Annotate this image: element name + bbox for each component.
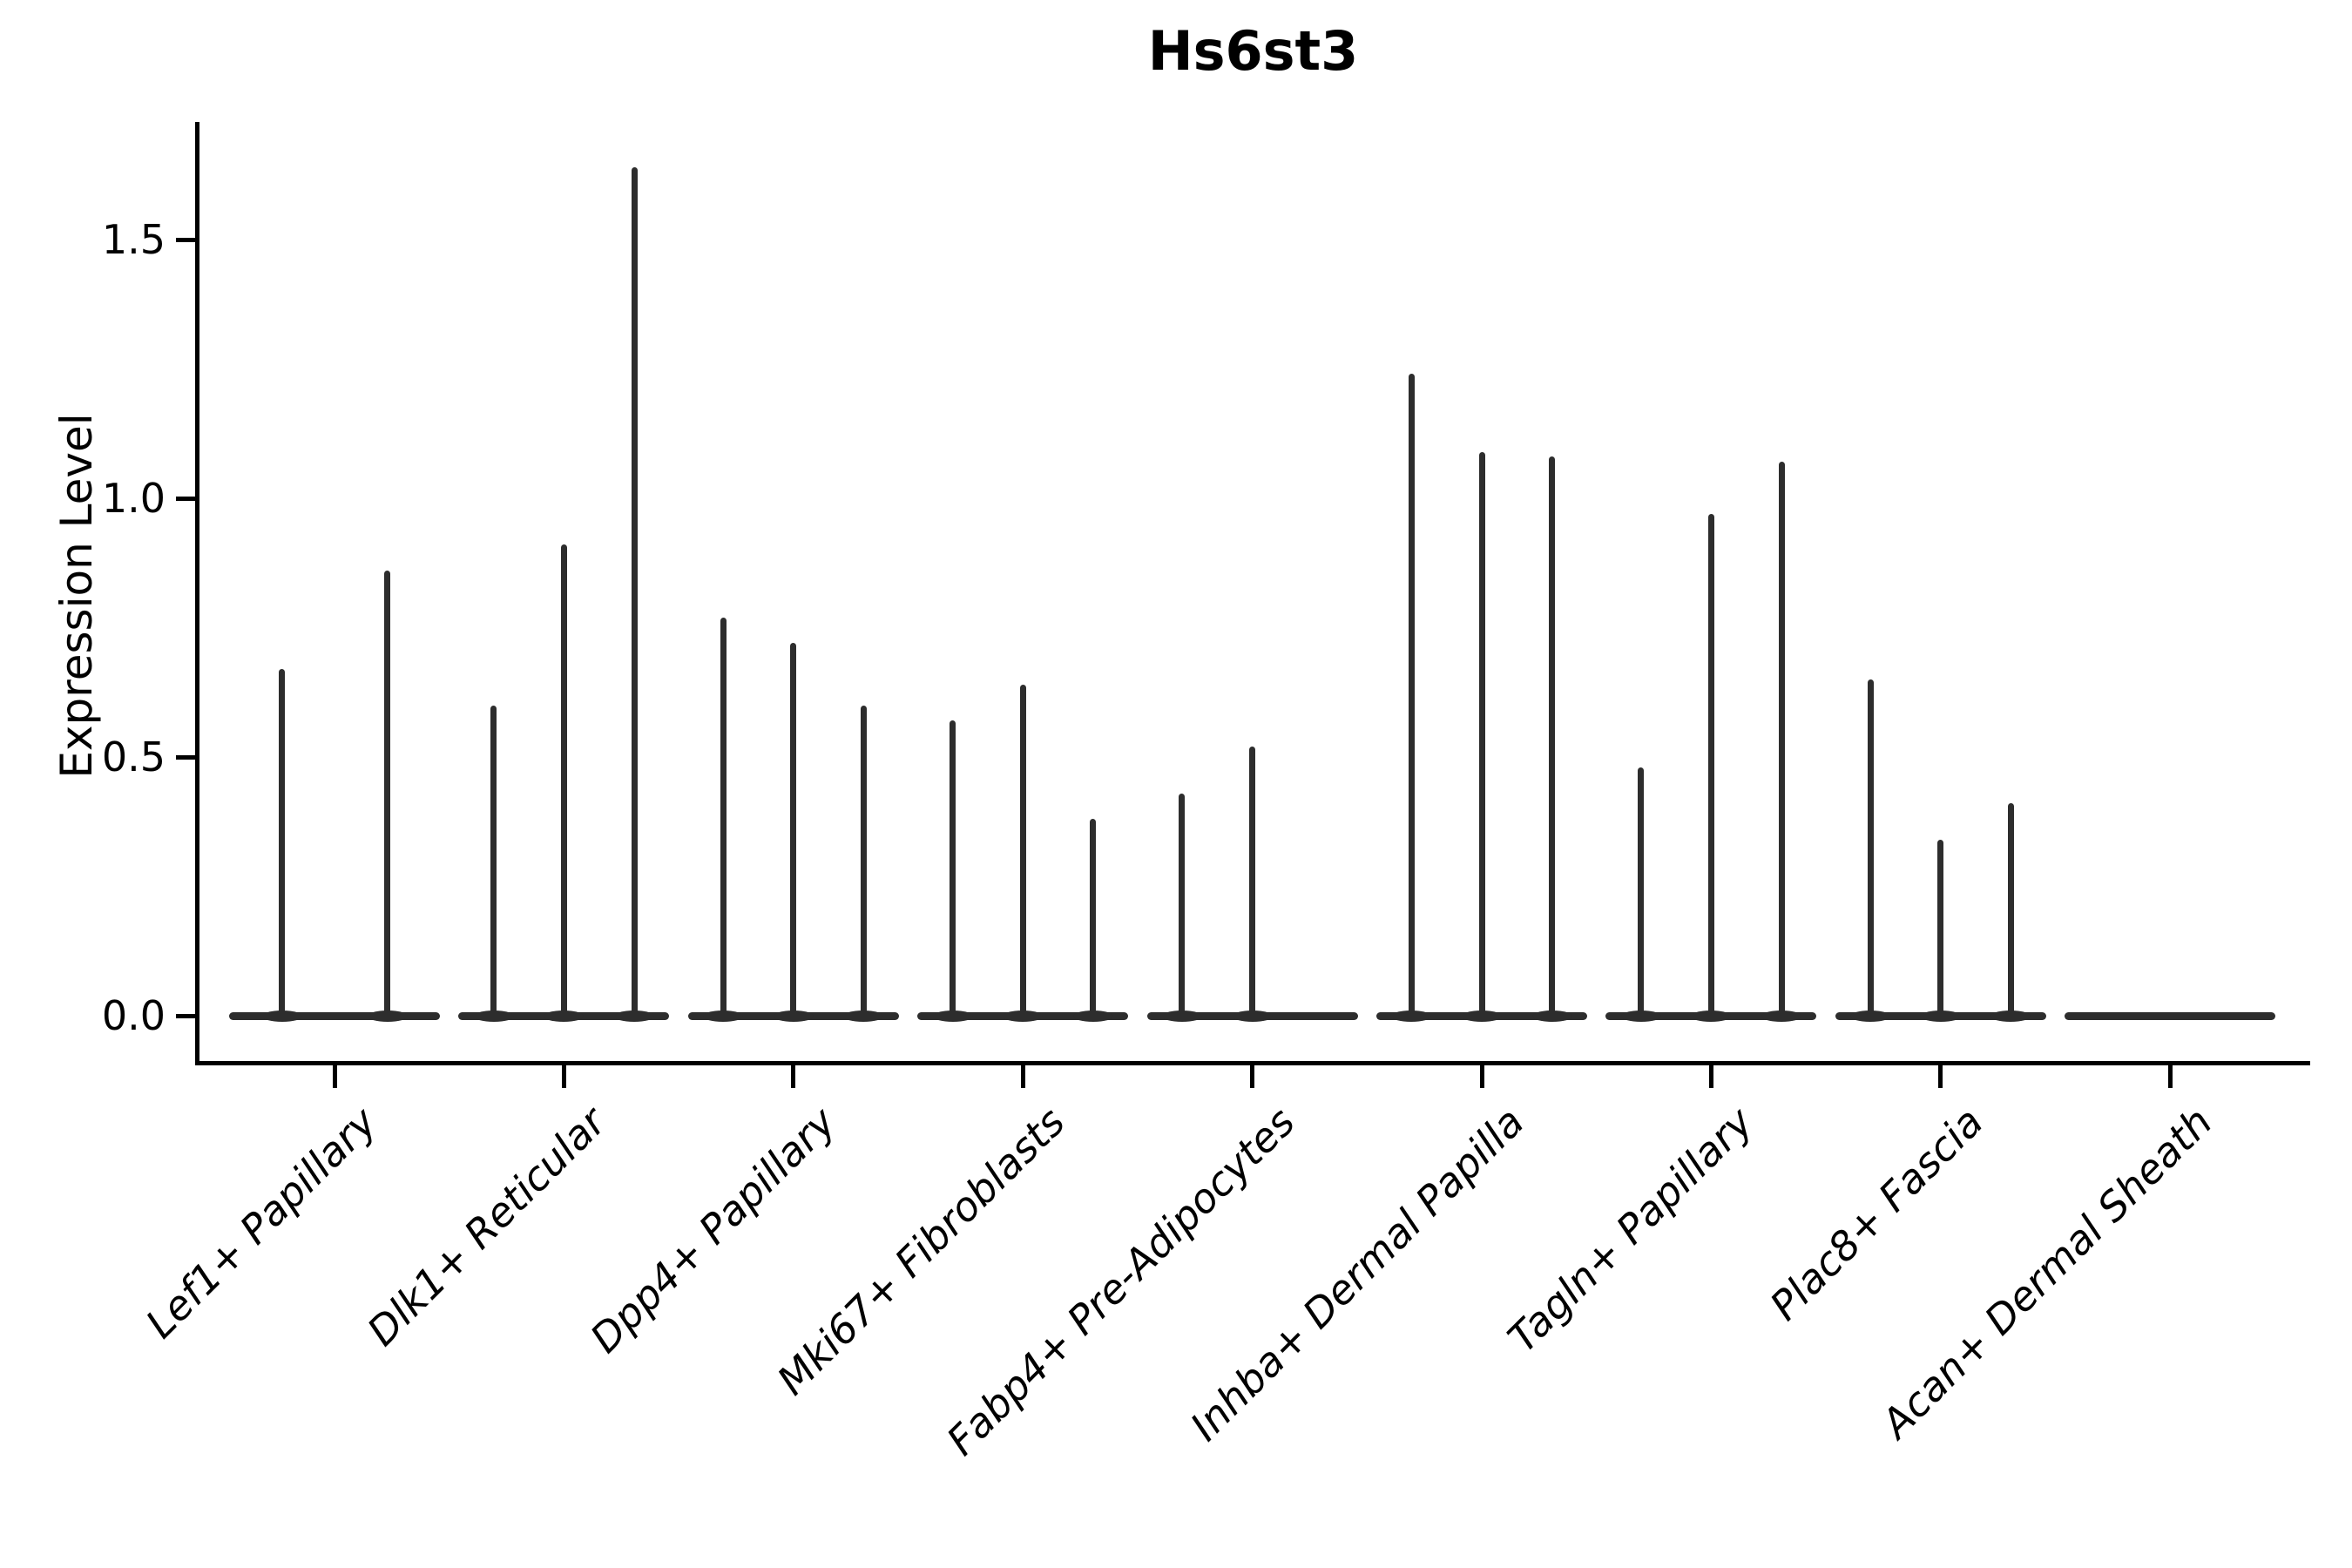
violin-spike xyxy=(279,669,285,1017)
violin-density-bump xyxy=(1003,1010,1044,1022)
violin-spike xyxy=(1249,747,1256,1017)
violin-spike xyxy=(1408,374,1415,1017)
violin-spike xyxy=(1019,684,1026,1017)
y-axis-tick-label: 0.0 xyxy=(101,992,166,1039)
violin-density-bump xyxy=(932,1010,973,1022)
y-axis-tick-label: 1.5 xyxy=(101,216,166,263)
violin-spike xyxy=(384,571,390,1017)
violin-density-bump xyxy=(773,1010,814,1022)
violin-density-bump xyxy=(1850,1010,1891,1022)
x-axis-tick-label: Dpp4+ Papillary xyxy=(580,1098,845,1362)
x-axis-tick xyxy=(1479,1065,1484,1088)
y-axis-tick xyxy=(176,237,195,242)
x-axis-tick-label: Dlk1+ Reticular xyxy=(358,1098,616,1355)
x-axis-tick xyxy=(791,1065,796,1088)
violin-density-bump xyxy=(544,1010,585,1022)
violin-density-bump xyxy=(1761,1010,1802,1022)
violin-spike xyxy=(950,720,956,1017)
violin-density-bump xyxy=(1072,1010,1113,1022)
x-axis-tick-label: Inhba+ Dermal Papilla xyxy=(1180,1098,1533,1450)
violin-density-bump xyxy=(843,1010,884,1022)
violin-spike xyxy=(720,617,727,1017)
violin-spike xyxy=(860,705,867,1017)
violin-density-bump xyxy=(1691,1010,1732,1022)
violin-density-bump xyxy=(1531,1010,1572,1022)
x-axis-tick xyxy=(2167,1065,2173,1088)
violin-spike xyxy=(2007,803,2014,1017)
violin-spike xyxy=(1937,840,1944,1017)
y-axis-label: Expression Level xyxy=(51,413,102,779)
x-axis-tick xyxy=(1938,1065,1943,1088)
violin-density-bump xyxy=(1161,1010,1202,1022)
violin-spike xyxy=(1090,819,1097,1017)
violin-spike xyxy=(1707,513,1714,1017)
y-axis-tick xyxy=(176,754,195,760)
x-axis-tick xyxy=(561,1065,566,1088)
y-axis-tick xyxy=(176,1013,195,1018)
chart-title: Hs6st3 xyxy=(1147,19,1359,83)
y-axis-tick-label: 0.5 xyxy=(101,733,166,781)
x-axis-tick-label: Plac8+ Fascia xyxy=(1761,1098,1992,1329)
x-axis-tick-label: Acan+ Dermal Sheath xyxy=(1872,1098,2221,1448)
violin-density-bump xyxy=(1232,1010,1273,1022)
x-axis-tick xyxy=(332,1065,337,1088)
violin-baseline xyxy=(229,1011,440,1020)
x-axis-tick xyxy=(1250,1065,1255,1088)
violin-spike xyxy=(790,643,797,1017)
violin-spike xyxy=(1179,793,1186,1017)
violin-spike xyxy=(1549,456,1556,1017)
violin-spike xyxy=(560,544,567,1017)
violin-spike xyxy=(1778,462,1785,1017)
violin-spike xyxy=(1478,451,1485,1017)
violin-density-bump xyxy=(1620,1010,1661,1022)
violin-density-bump xyxy=(614,1010,655,1022)
x-axis-spine xyxy=(195,1061,2310,1065)
violin-density-bump xyxy=(1990,1010,2031,1022)
x-axis-tick xyxy=(1020,1065,1025,1088)
violin-spike xyxy=(1638,767,1645,1017)
violin-spike xyxy=(1867,679,1874,1017)
violin-baseline xyxy=(2065,1011,2276,1020)
violin-density-bump xyxy=(703,1010,744,1022)
y-axis-tick xyxy=(176,496,195,501)
x-axis-tick xyxy=(1708,1065,1713,1088)
x-axis-tick-label: Tagln+ Papillary xyxy=(1498,1098,1763,1362)
x-axis-tick-label: Fabp4+ Pre-Adipocytes xyxy=(936,1098,1304,1465)
violin-density-bump xyxy=(261,1010,302,1022)
violin-density-bump xyxy=(1920,1010,1961,1022)
violin-spike xyxy=(490,705,497,1017)
violin-density-bump xyxy=(367,1010,408,1022)
x-axis-tick-label: Mki67+ Fibroblasts xyxy=(767,1098,1074,1404)
violin-density-bump xyxy=(1462,1010,1502,1022)
y-axis-spine xyxy=(195,122,199,1065)
violin-density-bump xyxy=(473,1010,514,1022)
violin-spike xyxy=(631,166,638,1017)
y-axis-tick-label: 1.0 xyxy=(101,475,166,522)
violin-density-bump xyxy=(1391,1010,1432,1022)
